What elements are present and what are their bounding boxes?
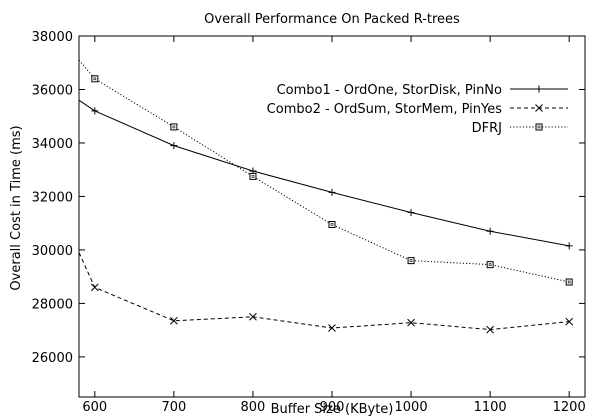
data-point: [328, 324, 336, 332]
chart-title: Overall Performance On Packed R-trees: [204, 12, 460, 27]
data-point: [170, 316, 178, 325]
legend-label: DFRJ: [472, 121, 502, 136]
data-point: [535, 104, 543, 112]
x-tick-label: 1000: [395, 400, 428, 415]
legend: Combo1 - OrdOne, StorDisk, PinNo Combo2 -…: [267, 83, 568, 136]
y-tick-label: 30000: [32, 244, 73, 259]
series-line: [78, 99, 570, 247]
legend-label: Combo2 - OrdSum, StorMem, PinYes: [267, 102, 503, 117]
y-tick-label: 38000: [32, 30, 73, 45]
data-point-inner: [488, 263, 492, 266]
y-tick-label: 32000: [32, 190, 73, 205]
x-tick-label: 1200: [553, 400, 586, 415]
data-point: [565, 278, 573, 286]
y-tick-label: 34000: [32, 137, 73, 152]
y-tick-label: 36000: [32, 83, 73, 98]
data-point: [535, 85, 543, 93]
data-point: [249, 312, 257, 321]
data-point: [170, 142, 178, 150]
data-point: [486, 227, 494, 235]
data-point: [91, 75, 99, 83]
data-point-inner: [93, 77, 97, 81]
legend-label: Combo1 - OrdOne, StorDisk, PinNo: [277, 83, 502, 98]
data-point: [328, 221, 336, 229]
data-point: [407, 257, 415, 265]
x-axis-label: Buffer Size (KByte): [271, 402, 394, 417]
data-point-inner: [330, 223, 334, 226]
x-tick-label: 700: [161, 400, 186, 415]
data-point: [90, 283, 99, 292]
data-point: [91, 107, 99, 115]
data-point: [565, 242, 573, 250]
series-line: [78, 252, 570, 331]
y-tick-label: 28000: [32, 297, 73, 312]
data-point-inner: [567, 280, 571, 284]
series-2: [78, 252, 574, 334]
data-point-inner: [251, 175, 255, 178]
data-point-inner: [172, 125, 176, 129]
y-tick-label: 26000: [32, 351, 73, 366]
data-point: [170, 123, 178, 131]
data-point: [407, 318, 415, 327]
plot-area: 600 700 800 900 1000 1100 1200 26000 28000 30000 3…: [32, 30, 586, 415]
data-point: [565, 317, 574, 326]
data-point: [535, 123, 543, 131]
data-point: [249, 172, 257, 180]
data-point: [328, 188, 336, 196]
series-line: [78, 59, 570, 283]
x-tick-label: 1100: [474, 400, 507, 415]
x-tick-label: 900: [320, 400, 345, 415]
data-point: [486, 261, 494, 269]
x-tick-label: 800: [241, 400, 266, 415]
data-point-inner: [537, 125, 541, 129]
y-axis-label: Overall Cost in Time (ms): [9, 125, 24, 290]
x-tick-label: 600: [82, 400, 107, 415]
data-point-inner: [409, 259, 413, 262]
data-point: [486, 325, 494, 334]
series-3: [78, 59, 573, 286]
data-point: [407, 208, 415, 216]
